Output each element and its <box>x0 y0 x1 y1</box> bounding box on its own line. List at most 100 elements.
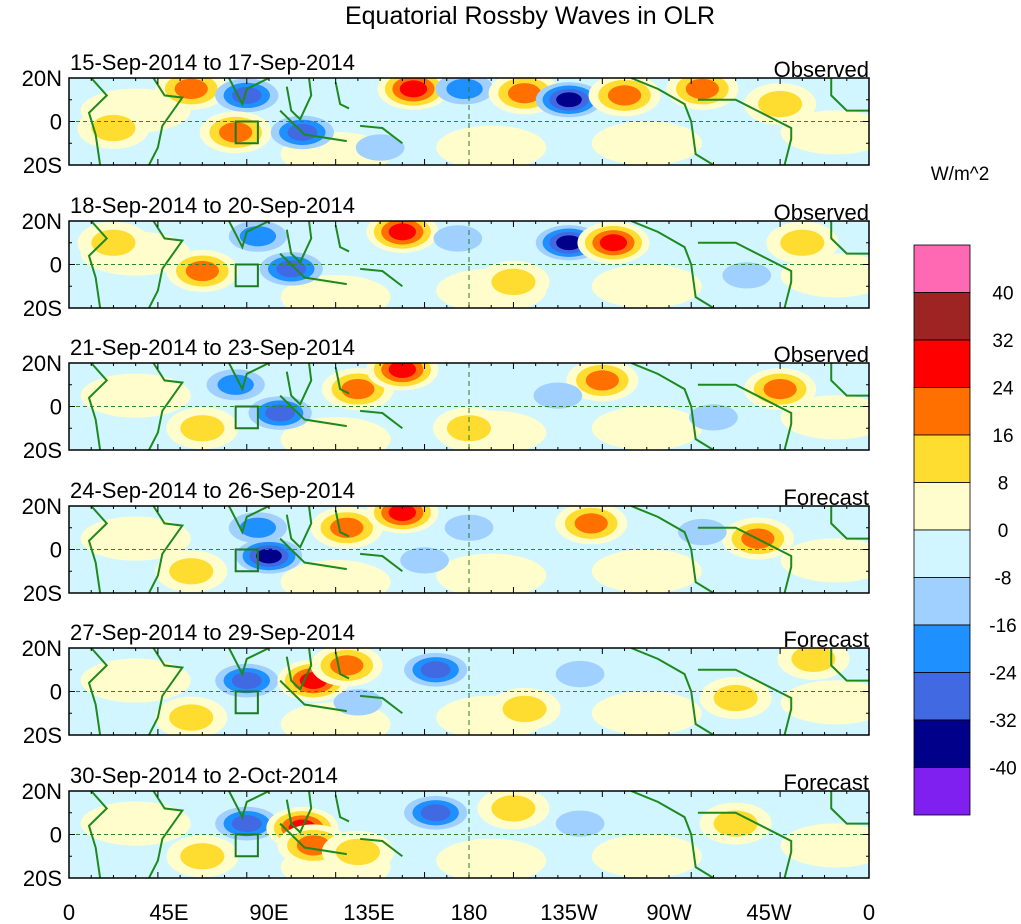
colorbar-swatch <box>913 482 971 531</box>
olr-anomaly <box>404 652 468 687</box>
colorbar-swatch <box>913 672 971 721</box>
latitude-label: 20N <box>22 494 62 519</box>
map-panel: 20N 0 20S 30-Sep-2014 to 2-Oct-2014 Forecast <box>22 763 870 891</box>
colorbar-level: 40 <box>992 284 1013 305</box>
panel-date-range: 15-Sep-2014 to 17-Sep-2014 <box>70 50 355 75</box>
colorbar-level: 24 <box>992 379 1014 400</box>
olr-anomaly <box>766 221 839 264</box>
region-box <box>234 405 259 430</box>
olr-anomaly <box>321 368 394 411</box>
latitude-label: 20S <box>23 723 62 748</box>
olr-anomaly <box>588 78 661 117</box>
olr-anomaly <box>689 404 738 431</box>
colorbar-swatch <box>913 767 971 816</box>
coastline <box>87 78 869 165</box>
longitude-label: 90E <box>249 900 288 924</box>
longitude-label: 180 <box>451 900 488 924</box>
panel-status: Observed <box>774 342 869 367</box>
olr-anomaly <box>400 547 449 574</box>
longitude-label: 135W <box>540 900 598 924</box>
olr-anomaly <box>555 506 628 545</box>
map-panel: 20N 0 20S 18-Sep-2014 to 20-Sep-2014 Observe… <box>22 193 870 321</box>
colorbar: 40 32 24 16 8 0 -8 -16 -24 -32 -40 <box>913 244 1017 816</box>
colorbar-swatch <box>913 244 971 293</box>
olr-anomaly <box>488 687 561 730</box>
olr-anomaly <box>744 83 817 126</box>
olr-anomaly <box>666 78 739 110</box>
olr-anomaly <box>477 260 550 303</box>
panel-date-range: 24-Sep-2014 to 26-Sep-2014 <box>70 478 355 503</box>
olr-anomaly <box>377 78 450 110</box>
colorbar-level: -16 <box>989 616 1016 637</box>
latitude-label: 0 <box>50 110 62 135</box>
region-box <box>234 548 259 573</box>
colorbar-level: 8 <box>998 474 1009 495</box>
colorbar-swatch <box>913 434 971 483</box>
longitude-axis: 0 45E 90E 135E 180 135W 90W 45W 0 <box>63 900 875 924</box>
latitude-label: 20S <box>23 581 62 606</box>
olr-anomaly <box>333 689 383 716</box>
olr-anomaly <box>677 518 727 546</box>
panel-date-range: 21-Sep-2014 to 23-Sep-2014 <box>70 335 355 360</box>
region-box <box>234 690 259 715</box>
olr-anomaly <box>435 78 494 105</box>
olr-anomaly <box>215 663 279 698</box>
longitude-label: 0 <box>63 900 75 924</box>
olr-anomaly <box>366 363 439 391</box>
olr-anomaly <box>355 134 405 161</box>
colorbar-swatch <box>913 387 971 436</box>
colorbar-level: 32 <box>992 331 1013 352</box>
colorbar-level: 0 <box>998 521 1009 542</box>
olr-anomaly <box>259 252 323 286</box>
panel-date-range: 18-Sep-2014 to 20-Sep-2014 <box>70 193 355 218</box>
olr-anomaly <box>235 538 303 574</box>
panel-date-range: 30-Sep-2014 to 2-Oct-2014 <box>70 763 338 788</box>
colorbar-level: -8 <box>995 569 1012 590</box>
olr-anomaly <box>166 835 239 878</box>
colorbar-level: -40 <box>989 759 1016 780</box>
colorbar-swatch <box>913 577 971 626</box>
olr-anomaly <box>215 806 279 841</box>
olr-anomaly <box>366 221 439 253</box>
olr-anomaly <box>566 363 639 402</box>
longitude-label: 90W <box>646 900 691 924</box>
region-box <box>234 120 259 145</box>
panel-status: Forecast <box>783 485 869 510</box>
olr-anomaly <box>228 512 287 544</box>
map-panel: 20N 0 20S 21-Sep-2014 to 23-Sep-2014 Observe… <box>22 335 870 463</box>
coastline <box>87 363 869 450</box>
panel-status: Observed <box>774 200 869 225</box>
olr-anomaly <box>166 250 239 293</box>
latitude-label: 20N <box>22 66 62 91</box>
latitude-label: 20N <box>22 209 62 234</box>
olr-anomaly <box>366 506 439 534</box>
colorbar-swatch <box>913 719 971 768</box>
region-box <box>234 833 259 858</box>
coastline <box>87 221 869 308</box>
latitude-label: 0 <box>50 253 62 278</box>
latitude-label: 0 <box>50 395 62 420</box>
coastline <box>87 648 869 735</box>
olr-anomaly <box>555 660 605 688</box>
olr-anomaly <box>699 677 772 720</box>
olr-anomaly <box>433 225 483 252</box>
olr-anomaly <box>310 648 383 687</box>
colorbar-swatch <box>913 529 971 578</box>
colorbar-swatch <box>913 292 971 341</box>
latitude-label: 20S <box>23 153 62 178</box>
latitude-label: 20N <box>22 636 62 661</box>
colorbar-swatch <box>913 624 971 673</box>
longitude-label: 135E <box>343 900 394 924</box>
colorbar-level: -32 <box>989 711 1016 732</box>
panel-status: Forecast <box>783 627 869 652</box>
latitude-label: 0 <box>50 538 62 563</box>
olr-anomaly <box>535 82 603 118</box>
figure-title: Equatorial Rossby Waves in OLR <box>345 2 715 30</box>
olr-anomaly <box>155 696 228 735</box>
colorbar-level: 16 <box>992 426 1013 447</box>
olr-anomaly <box>166 407 239 450</box>
olr-anomaly <box>722 262 772 289</box>
olr-anomaly <box>321 830 394 873</box>
